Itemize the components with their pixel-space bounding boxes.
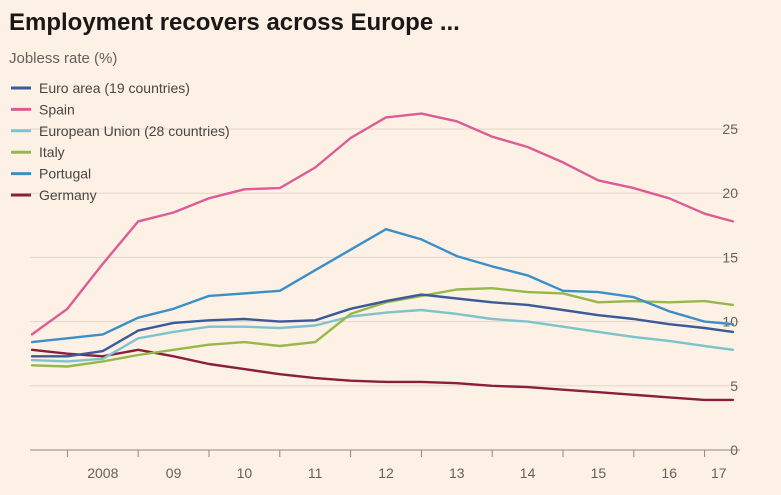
legend: Euro area (19 countries) Spain European Un… [11,80,230,203]
x-tick-label-17: 17 [711,465,727,481]
y-tick-label-10: 10 [722,314,738,330]
legend-label-european-union-28-countries: European Union (28 countries) [39,123,230,139]
y-tick-label-20: 20 [722,185,738,201]
legend-label-spain: Spain [39,101,75,117]
series-line-euro-area-19-countries [30,293,735,358]
series-line-portugal [30,227,735,344]
gridlines [30,128,740,451]
x-tick-label-12: 12 [378,465,394,481]
x-tick-label-16: 16 [661,465,677,481]
x-tick-label-09: 09 [166,465,182,481]
x-tick-label-10: 10 [237,465,253,481]
x-tick-label-11: 11 [308,465,323,481]
x-axis: 2008 09 10 11 12 13 14 15 16 17 [30,449,740,481]
x-tick-label-14: 14 [520,465,536,481]
y-tick-label-15: 15 [722,249,738,265]
legend-label-italy: Italy [39,144,65,160]
legend-label-euro-area-19-countries: Euro area (19 countries) [39,80,190,96]
series-line-italy [30,287,735,368]
y-tick-label-25: 25 [722,121,738,137]
legend-label-portugal: Portugal [39,166,91,182]
x-tick-label-2008: 2008 [87,465,118,481]
chart-title: Employment recovers across Europe ... [9,9,460,36]
series-line-germany [30,348,735,402]
chart-subtitle: Jobless rate (%) [9,50,117,67]
x-tick-label-15: 15 [591,465,607,481]
y-tick-label-5: 5 [730,378,738,394]
series-line-spain [30,112,735,336]
series-lines [30,112,735,402]
legend-label-germany: Germany [39,187,97,203]
series-line-european-union-28-countries [30,308,735,363]
x-tick-label-13: 13 [449,465,465,481]
